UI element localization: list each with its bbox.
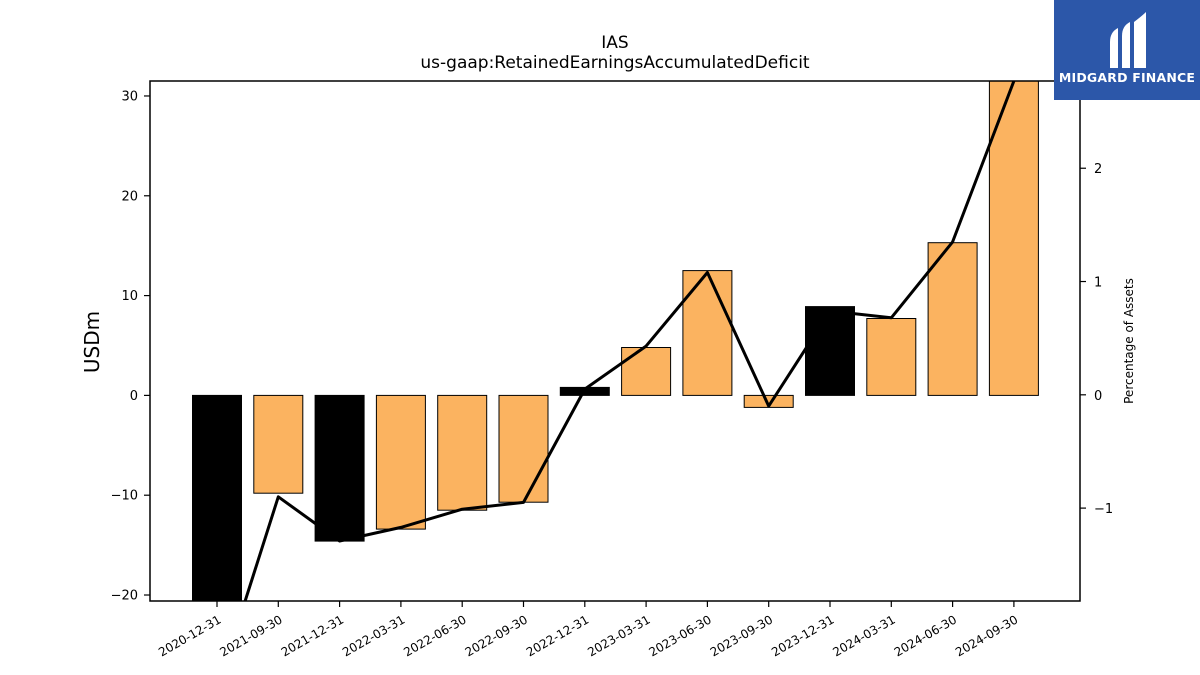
y2-axis: −1 0 1 2 <box>1080 162 1113 517</box>
x-tick-label: 2022-09-30 <box>463 612 530 659</box>
x-axis: 2020-12-312021-09-302021-12-312022-03-31… <box>156 601 1020 659</box>
y2-tick-label: 0 <box>1094 389 1102 404</box>
x-tick-label: 2024-03-31 <box>830 612 897 659</box>
bar <box>314 394 365 542</box>
y-tick-label: 20 <box>121 189 138 204</box>
x-tick-label: 2021-12-31 <box>279 612 346 659</box>
x-tick-label: 2023-03-31 <box>585 612 652 659</box>
y-tick-label: 30 <box>121 89 138 104</box>
x-tick-label: 2020-12-31 <box>156 612 223 659</box>
x-tick-label: 2022-12-31 <box>524 612 591 659</box>
chart-subtitle: us-gaap:RetainedEarningsAccumulatedDefic… <box>420 53 810 73</box>
x-tick-label: 2024-06-30 <box>892 612 959 659</box>
x-tick-label: 2022-03-31 <box>340 612 407 659</box>
y-tick-label: −10 <box>111 489 138 504</box>
brand-logo: MIDGARD FINANCE <box>1054 0 1200 100</box>
bar <box>621 347 672 396</box>
x-tick-label: 2021-09-30 <box>217 612 284 659</box>
bar <box>437 394 488 511</box>
bar <box>498 394 549 503</box>
bar <box>927 242 978 396</box>
y2-tick-label: 1 <box>1094 276 1102 291</box>
x-tick-label: 2023-12-31 <box>769 612 836 659</box>
bar <box>375 394 426 530</box>
x-tick-label: 2024-09-30 <box>953 612 1020 659</box>
y2-tick-label: −1 <box>1094 502 1113 517</box>
y2-tick-label: 2 <box>1094 162 1102 177</box>
logo-mark-icon <box>1110 12 1146 68</box>
y-tick-label: 10 <box>121 289 138 304</box>
plot-frame <box>149 80 1081 602</box>
y-tick-label: −20 <box>111 589 138 604</box>
bar <box>682 270 733 396</box>
line-group <box>243 81 1016 601</box>
bar <box>866 318 917 396</box>
x-tick-label: 2023-06-30 <box>646 612 713 659</box>
y-axis: −20 −10 0 10 20 30 <box>111 89 150 604</box>
bar <box>805 306 855 396</box>
logo-text: MIDGARD FINANCE <box>1058 70 1196 85</box>
bar <box>253 394 304 494</box>
y-tick-label: 0 <box>130 389 138 404</box>
x-tick-label: 2023-09-30 <box>708 612 775 659</box>
x-tick-label: 2022-06-30 <box>401 612 468 659</box>
bar <box>192 394 242 602</box>
y2-axis-label: Percentage of Assets <box>1122 278 1136 404</box>
chart-title: IAS <box>601 33 628 53</box>
y-axis-label: USDm <box>80 311 104 373</box>
bar <box>988 80 1039 396</box>
percentage-line <box>243 81 1016 601</box>
bars-group <box>192 80 1039 602</box>
